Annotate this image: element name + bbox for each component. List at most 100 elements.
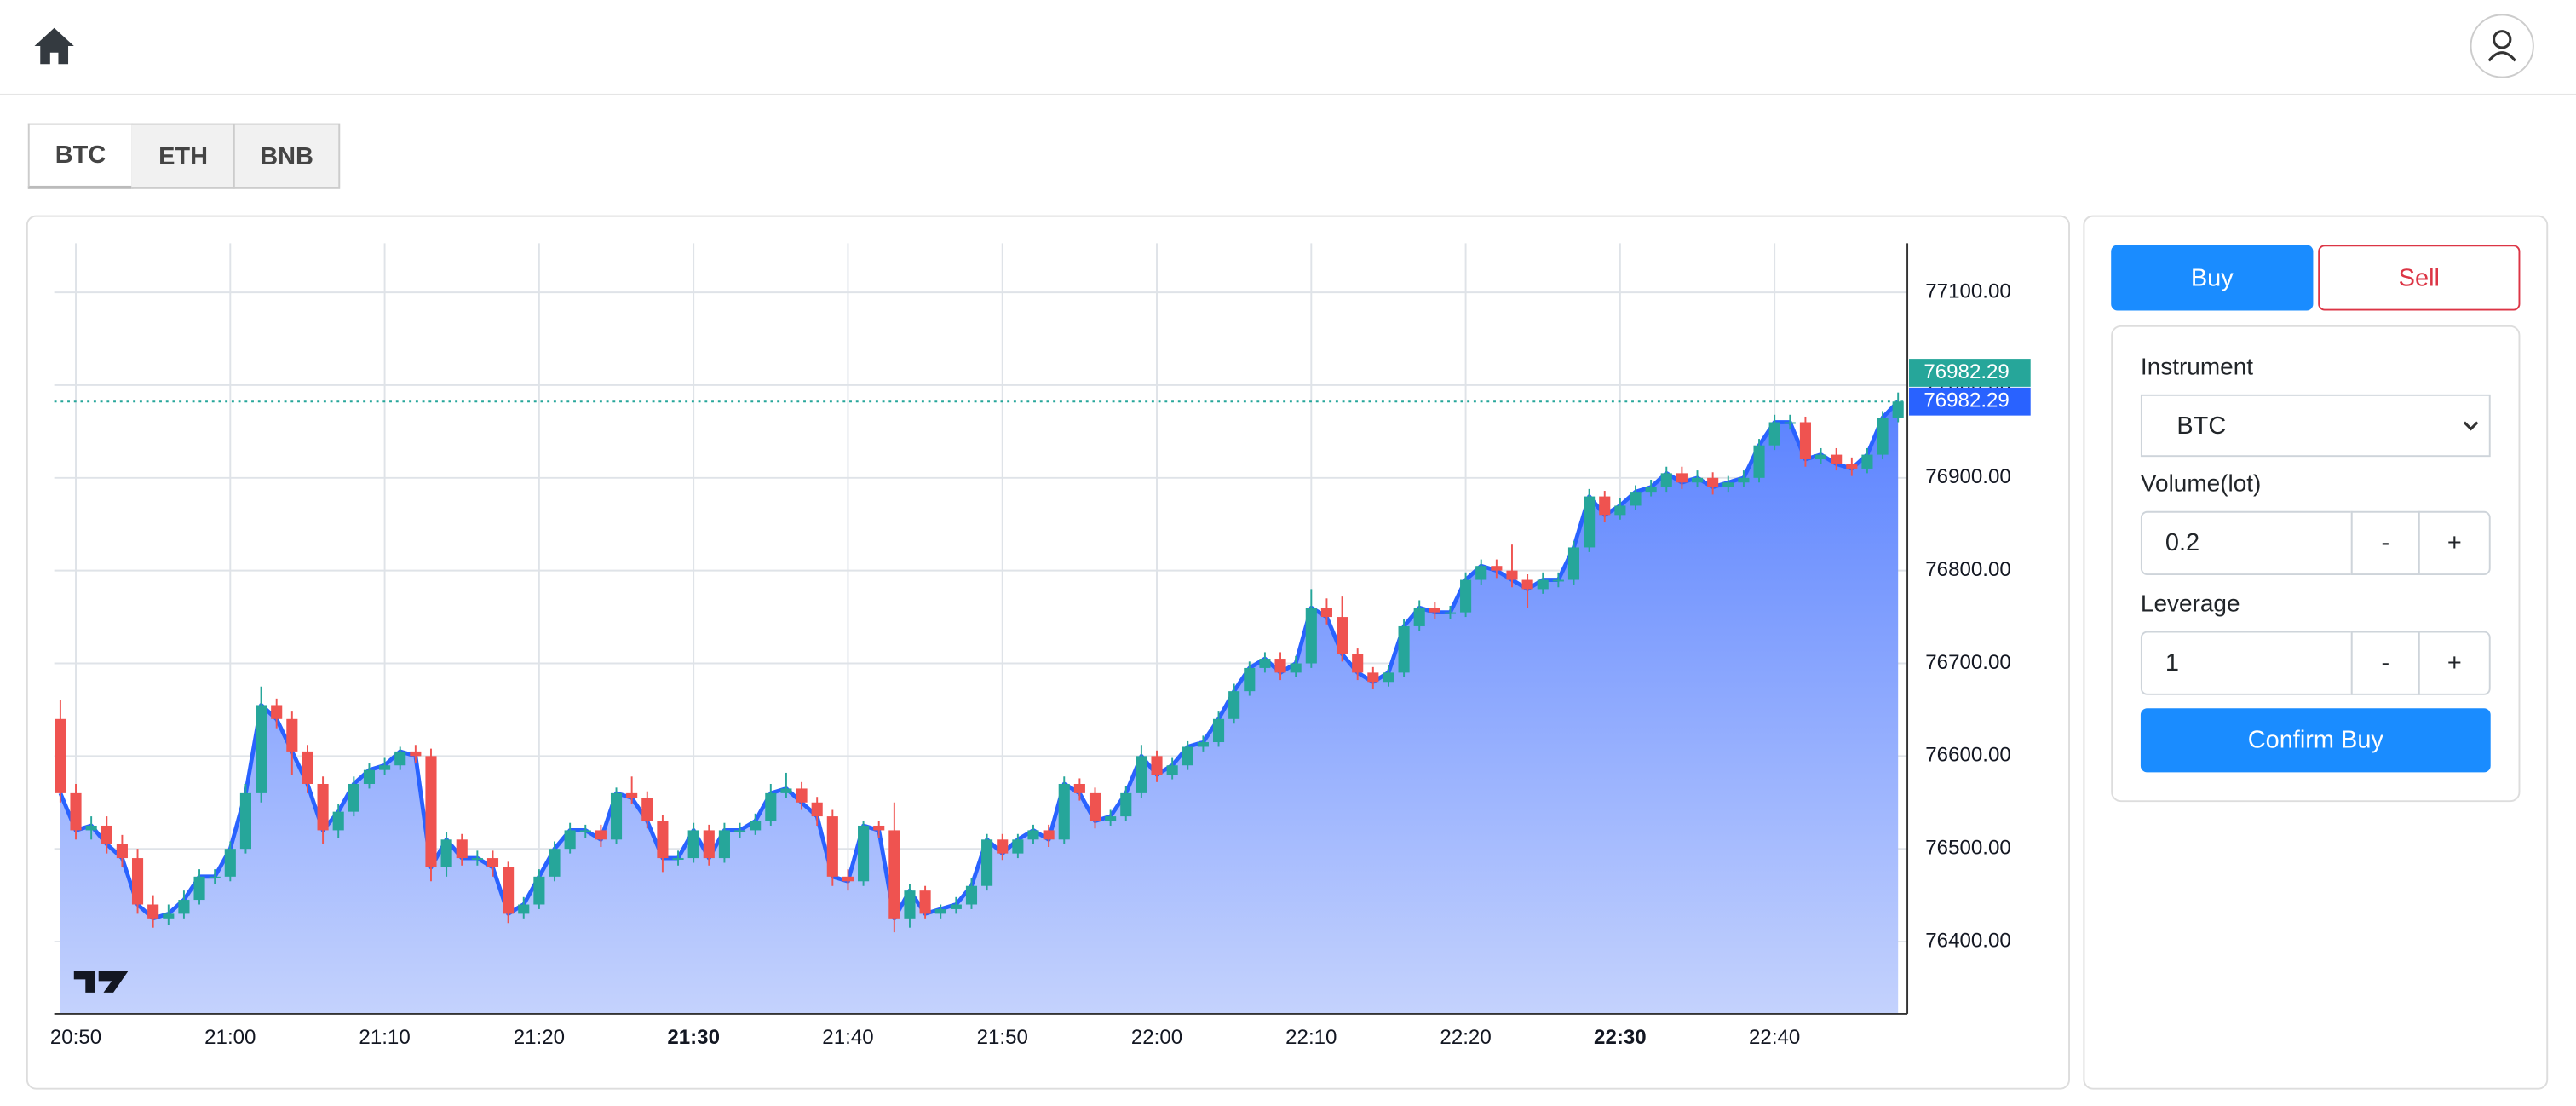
x-tick-label: 20:50	[50, 1026, 101, 1049]
avatar-button[interactable]	[2470, 13, 2535, 78]
x-tick-label: 21:00	[204, 1026, 256, 1049]
candle-body	[579, 830, 591, 832]
candle-body	[672, 858, 684, 860]
candle-body	[1337, 617, 1348, 654]
tab[interactable]: BNB	[233, 123, 341, 189]
leverage-input[interactable]: 1	[2140, 631, 2353, 695]
volume-input[interactable]: 0.2	[2140, 510, 2353, 575]
candle-body	[811, 802, 823, 817]
candle-body	[965, 885, 978, 905]
candle-body	[1444, 612, 1457, 614]
candle-body	[70, 792, 82, 831]
candle-body	[224, 849, 236, 877]
confirm-button[interactable]: Confirm Buy	[2140, 708, 2491, 773]
select-arrow	[2463, 421, 2479, 431]
sell-button[interactable]: Sell	[2318, 245, 2521, 311]
instrument-select[interactable]: BTC	[2140, 394, 2491, 458]
candle-body	[1814, 454, 1827, 460]
tab[interactable]: ETH	[131, 123, 235, 189]
leverage-label: Leverage	[2140, 591, 2240, 619]
candle-body	[1521, 579, 1533, 590]
candle-body	[209, 876, 221, 878]
candle-body	[780, 788, 792, 793]
candle-body	[1182, 746, 1193, 766]
candle-body	[1027, 830, 1039, 840]
candle-body	[518, 904, 530, 914]
x-tick-label: 21:20	[514, 1026, 565, 1049]
x-tick-label: 22:40	[1749, 1026, 1800, 1049]
candle-body	[1367, 672, 1379, 683]
candle-body	[1799, 422, 1811, 460]
candle-body	[657, 821, 669, 859]
buy-button[interactable]: Buy	[2111, 245, 2314, 311]
candle-body	[1197, 742, 1209, 747]
candle-body	[1398, 625, 1410, 673]
candle-body	[85, 825, 97, 831]
candle-body	[1491, 566, 1503, 571]
candle-body	[348, 783, 359, 812]
candle-body	[1012, 839, 1024, 854]
candle-body	[1089, 792, 1101, 821]
candle-body	[1676, 473, 1688, 483]
candle-body	[1105, 816, 1117, 821]
instrument-label: Instrument	[2140, 354, 2254, 382]
candle-body	[533, 876, 545, 905]
candle-body	[456, 839, 468, 859]
candle-body	[55, 718, 66, 793]
candle-body	[394, 751, 406, 766]
order-form	[2111, 325, 2521, 803]
volume-label: Volume(lot)	[2140, 471, 2262, 498]
candle-body	[981, 839, 993, 886]
volume-minus[interactable]: -	[2350, 510, 2420, 575]
leverage-plus[interactable]: +	[2418, 631, 2491, 695]
candle-body	[1738, 477, 1750, 483]
candle-body	[733, 830, 746, 832]
home-icon[interactable]	[33, 26, 76, 66]
volume-plus[interactable]: +	[2418, 510, 2491, 575]
candle-body	[1136, 756, 1147, 793]
candle-body	[610, 792, 623, 840]
y-tick-label: 76600.00	[1925, 744, 2010, 767]
candle-body	[873, 825, 885, 831]
candle-body	[1460, 579, 1472, 613]
candle-body	[904, 890, 916, 919]
candle-body	[1259, 659, 1271, 668]
candle-body	[1722, 482, 1734, 487]
candle-body	[997, 839, 1009, 854]
candle-body	[919, 890, 931, 914]
candle-body	[1058, 783, 1070, 840]
candle-body	[1073, 783, 1085, 793]
tab[interactable]: BTC	[27, 123, 134, 189]
leverage-minus[interactable]: -	[2350, 631, 2420, 695]
candle-body	[934, 908, 946, 914]
candle-body	[425, 756, 437, 867]
candle-body	[1707, 477, 1719, 487]
y-tick-label: 76900.00	[1925, 465, 2010, 488]
candle-body	[595, 830, 607, 840]
candle-body	[626, 792, 638, 798]
candle-body	[687, 830, 699, 859]
y-tick-label: 77100.00	[1925, 279, 2010, 302]
candle-body	[1784, 422, 1796, 424]
candle-body	[796, 788, 808, 803]
candle-body	[116, 844, 128, 859]
candle-body	[1212, 718, 1225, 743]
header	[0, 0, 2576, 95]
candle-body	[1630, 492, 1642, 506]
candle-body	[1429, 608, 1440, 613]
candle-body	[1614, 505, 1626, 516]
candle-body	[256, 705, 267, 793]
candle-body	[486, 858, 499, 867]
candle-body	[703, 830, 715, 859]
instrument-value: BTC	[2176, 412, 2227, 440]
y-tick-label: 76800.00	[1925, 558, 2010, 581]
x-tick-label: 21:50	[977, 1026, 1028, 1049]
candle-body	[101, 825, 112, 844]
candle-body	[1846, 464, 1858, 469]
x-tick-label: 21:10	[359, 1026, 410, 1049]
last-price-label: 76982.29	[1923, 389, 2010, 412]
candle-body	[564, 830, 576, 850]
candle-body	[1228, 691, 1240, 719]
candle-body	[1537, 579, 1549, 590]
